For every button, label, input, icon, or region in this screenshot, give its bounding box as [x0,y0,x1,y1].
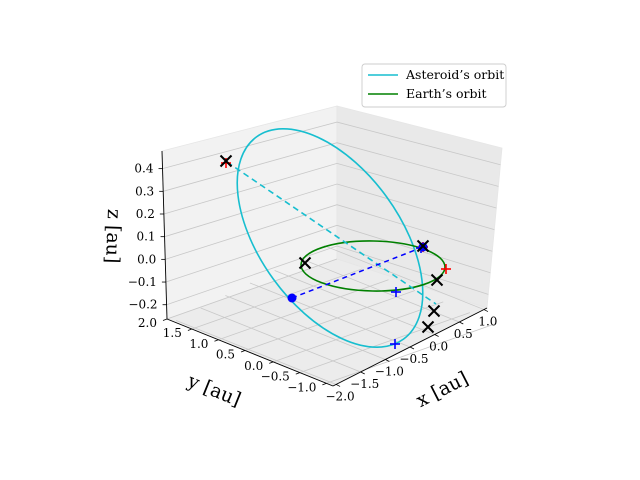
y-grid-line [244,290,416,351]
z-grid-line [165,204,493,260]
x-tick-mark [483,309,489,312]
z-grid-line [164,183,495,238]
x-grid-line [175,320,337,385]
y-tick-label: 1.0 [189,337,208,351]
y-tick-label: 0.5 [216,347,235,361]
x-grid-line [274,270,435,335]
x-tick-label: 1.0 [478,315,497,329]
y-tick-mark [295,372,300,375]
blue-dot-marker [287,293,297,303]
y-tick-mark [162,318,168,321]
x-tick-label: −0.5 [399,352,428,366]
legend: Asteroid’s orbit Earth’s orbit [361,63,507,108]
y-tick-mark [214,339,219,342]
x-tick-mark [409,346,415,350]
asteroid-dashed-line [226,161,437,305]
black-x-marker [416,239,430,253]
z-tick-label: 0.0 [137,252,156,266]
z-grid-line [163,162,497,215]
y-tick-label: 1.5 [163,326,182,340]
y-tick-label: 0.0 [244,359,263,373]
y-axis-label: y [au] [184,370,244,411]
black-x-marker [298,256,312,270]
x-tick-label: −2.0 [326,389,355,403]
axis-panes [161,105,503,387]
black-x-marker [430,273,444,287]
z-tick-label: 0.1 [136,230,155,244]
legend-label-asteroid: Asteroid’s orbit [405,67,504,82]
asteroid-orbit-series [236,128,424,348]
x-tick-mark [360,371,365,375]
y-tick-label: 2.0 [138,316,157,330]
asteroid-orbit-line [236,128,424,348]
x-tick-mark [434,334,439,337]
x-tick-label: −1.5 [350,377,379,391]
black-x-marker [421,320,435,334]
z-tick-label: 0.2 [136,207,155,221]
z-grid-line [163,142,499,192]
y-grid-line [326,322,497,384]
z-tick-label: −0.1 [128,275,157,289]
black-x-marker [427,304,441,318]
x-grid-line [225,295,386,360]
y-grid-line [273,301,444,363]
point-markers [219,154,451,349]
x-tick-label: −1.0 [375,364,404,378]
y-grid-line [166,258,338,320]
earth-orbit-line [300,240,446,292]
y-grid-line [191,268,363,330]
x-tick-mark [385,359,390,362]
y-tick-mark [322,382,327,386]
x-axis-label: x [au] [413,367,472,412]
y-tick-mark [269,361,274,364]
y-tick-mark [187,328,193,331]
blue-dashed-line [291,246,424,299]
x-tick-label: 0.0 [429,340,448,354]
y-axis-line [166,318,334,387]
x-grid-line [200,307,361,373]
legend-label-earth: Earth’s orbit [406,86,487,101]
x-grid-line [249,282,411,348]
x-tick-label: 0.5 [454,327,473,341]
z-tick-label: 0.4 [134,162,153,176]
z-tick-label: 0.3 [135,184,154,198]
axis-ticks: 0.40.30.20.10.0−0.1−0.22.01.51.00.50.0−0… [128,162,498,404]
y-tick-mark [240,350,246,353]
x-tick-mark [335,384,341,387]
x-grid-line [323,245,485,310]
y-tick-label: −1.0 [287,380,316,394]
black-x-marker [219,154,233,168]
z-tick-label: −0.2 [128,298,157,312]
x-tick-mark [459,321,464,325]
z-axis-line [161,150,168,320]
y-tick-label: −0.5 [261,370,290,384]
earth-orbit-series [300,240,446,292]
z-grid-line [162,121,501,170]
z-axis-label: z [au] [101,209,125,264]
y-grid-line [299,312,470,373]
